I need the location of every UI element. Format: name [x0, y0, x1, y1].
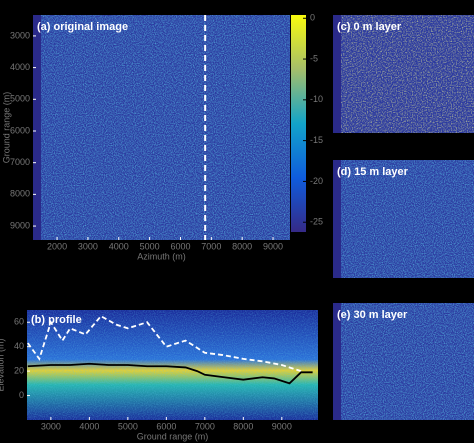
y-tick-label: 20	[14, 365, 24, 375]
x-tick-label: 3000	[41, 421, 61, 431]
image-edge	[33, 15, 41, 240]
image-speckle	[333, 303, 474, 420]
panel-title: (d) 15 m layer	[337, 166, 409, 178]
panel-title: (c) 0 m layer	[337, 21, 402, 33]
x-tick-label: 9000	[263, 241, 283, 251]
colorbar-tick-label: -20	[310, 176, 323, 186]
x-axis-label: Ground range (m)	[137, 431, 209, 441]
image-speckle	[333, 160, 474, 278]
y-tick-label: 4000	[10, 62, 30, 72]
x-tick-label: 8000	[233, 421, 253, 431]
colorbar	[291, 15, 306, 232]
x-tick-label: 5000	[118, 421, 138, 431]
y-tick-label: 5000	[10, 94, 30, 104]
x-axis-label: Azimuth (m)	[137, 251, 186, 261]
x-tick-label: 4000	[79, 421, 99, 431]
colorbar-tick-label: -15	[310, 135, 323, 145]
colorbar-tick-label: 0	[310, 13, 315, 23]
x-tick-label: 6000	[170, 241, 190, 251]
profile-line	[27, 362, 313, 385]
y-axis-label: Elevation (m)	[0, 338, 5, 391]
panel-title: (e) 30 m layer	[337, 309, 408, 321]
y-tick-label: 8000	[10, 189, 30, 199]
y-tick-label: 9000	[10, 220, 30, 230]
x-tick-label: 5000	[140, 241, 160, 251]
image-speckle	[333, 15, 474, 133]
colorbar-tick-label: -25	[310, 217, 323, 227]
x-tick-label: 3000	[78, 241, 98, 251]
colorbar-tick-label: -5	[310, 53, 318, 63]
y-tick-label: 6000	[10, 125, 30, 135]
x-tick-label: 8000	[232, 241, 252, 251]
y-tick-label: 3000	[10, 30, 30, 40]
x-tick-label: 7000	[195, 421, 215, 431]
image-edge	[333, 160, 341, 278]
panel-title: (b) profile	[31, 314, 82, 326]
x-tick-label: 9000	[272, 421, 292, 431]
profile-line	[27, 314, 302, 372]
y-tick-label: 60	[14, 317, 24, 327]
image-edge	[333, 15, 341, 133]
y-tick-label: 7000	[10, 157, 30, 167]
y-axis-label: Ground range (m)	[1, 92, 11, 164]
image-edge	[333, 303, 341, 420]
panel-title: (a) original image	[37, 21, 128, 33]
colorbar-tick-label: -10	[310, 94, 323, 104]
x-tick-label: 7000	[201, 241, 221, 251]
x-tick-label: 2000	[47, 241, 67, 251]
y-tick-label: 0	[19, 390, 24, 400]
y-tick-label: 40	[14, 341, 24, 351]
image-speckle	[33, 15, 290, 240]
x-tick-label: 6000	[156, 421, 176, 431]
x-tick-label: 4000	[109, 241, 129, 251]
